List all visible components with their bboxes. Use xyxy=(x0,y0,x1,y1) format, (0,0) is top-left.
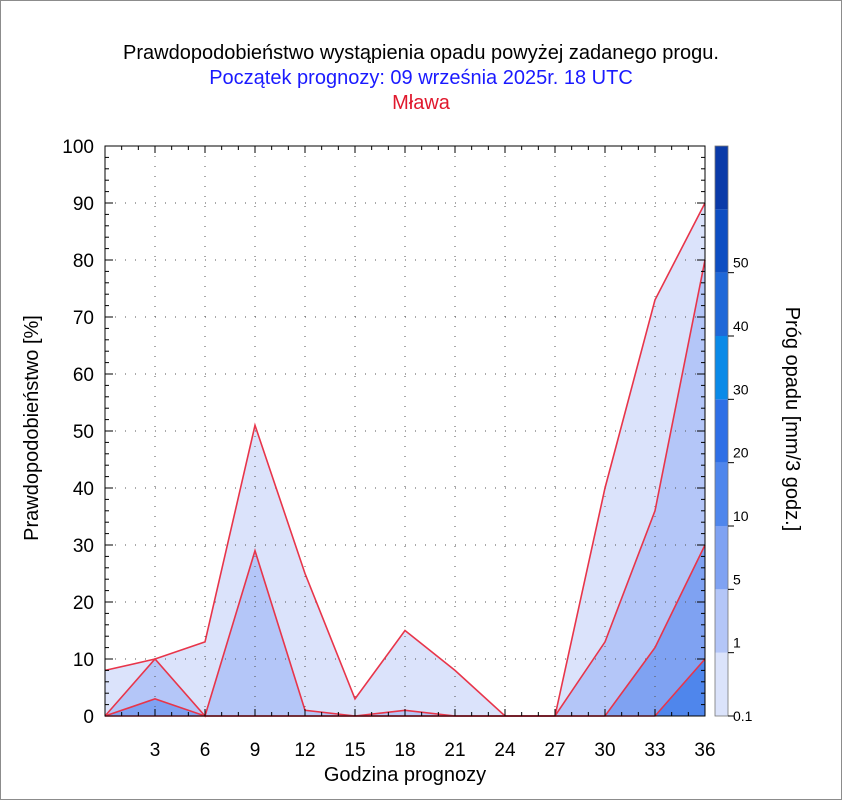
y-tick-label: 30 xyxy=(73,536,94,557)
x-axis-label: Godzina prognozy xyxy=(324,764,486,786)
y-axis: 0 10 20 30 40 50 60 70 80 90 100 xyxy=(62,137,705,728)
colorbar-segment xyxy=(715,652,728,716)
x-tick-label: 21 xyxy=(444,740,465,761)
x-tick-label: 30 xyxy=(594,740,615,761)
colorbar-tick-label: 1 xyxy=(733,635,741,651)
y-tick-label: 70 xyxy=(73,308,94,329)
x-axis: 3 6 9 12 15 18 21 24 27 30 33 36 xyxy=(121,146,716,761)
colorbar-tick-label: 0.1 xyxy=(733,708,753,724)
x-tick-label: 12 xyxy=(294,740,315,761)
chart-title: Prawdopodobieństwo wystąpienia opadu pow… xyxy=(123,42,719,64)
y-axis-label: Prawdopodobieństwo [%] xyxy=(21,315,43,541)
colorbar-tick-label: 40 xyxy=(733,318,749,334)
x-tick-label: 36 xyxy=(694,740,715,761)
x-tick-label: 18 xyxy=(394,740,415,761)
colorbar-label: Próg opadu [mm/3 godz.] xyxy=(781,307,803,532)
y-tick-label: 100 xyxy=(62,137,94,158)
x-tick-label: 15 xyxy=(344,740,365,761)
x-tick-label: 24 xyxy=(494,740,516,761)
y-tick-label: 0 xyxy=(83,707,94,728)
probability-areas xyxy=(105,203,705,716)
x-tick-label: 27 xyxy=(544,740,565,761)
colorbar-segment xyxy=(715,272,728,336)
x-tick-label: 3 xyxy=(150,740,161,761)
y-tick-label: 20 xyxy=(73,593,94,614)
y-tick-label: 10 xyxy=(73,650,94,671)
colorbar-segment xyxy=(715,336,728,400)
x-tick-label: 33 xyxy=(644,740,665,761)
line-threshold-0.1 xyxy=(104,202,706,717)
colorbar-border xyxy=(714,145,729,717)
colorbar-segment xyxy=(715,526,728,590)
forecast-start-subtitle: Początek prognozy: 09 września 2025r. 18… xyxy=(209,67,633,89)
threshold-colorbar: 0.1 1 5 10 20 30 40 50 xyxy=(714,145,753,724)
location-name: Mława xyxy=(392,92,450,114)
colorbar-tick-label: 5 xyxy=(733,571,741,587)
colorbar-segment xyxy=(715,399,728,463)
colorbar-tick-label: 10 xyxy=(733,508,749,524)
colorbar-tick-label: 30 xyxy=(733,381,749,397)
colorbar-tick-label: 20 xyxy=(733,445,749,461)
y-tick-label: 50 xyxy=(73,422,94,443)
colorbar-segment xyxy=(715,589,728,653)
area-threshold-5 xyxy=(105,545,705,716)
y-tick-label: 80 xyxy=(73,251,94,272)
colorbar-segment xyxy=(715,209,728,273)
colorbar-tick-label: 50 xyxy=(733,255,749,271)
y-tick-label: 40 xyxy=(73,479,94,500)
y-tick-label: 60 xyxy=(73,365,94,386)
colorbar-segment xyxy=(715,462,728,526)
x-tick-label: 6 xyxy=(200,740,211,761)
y-tick-label: 90 xyxy=(73,194,94,215)
x-tick-label: 9 xyxy=(250,740,261,761)
colorbar-segment xyxy=(715,146,728,210)
